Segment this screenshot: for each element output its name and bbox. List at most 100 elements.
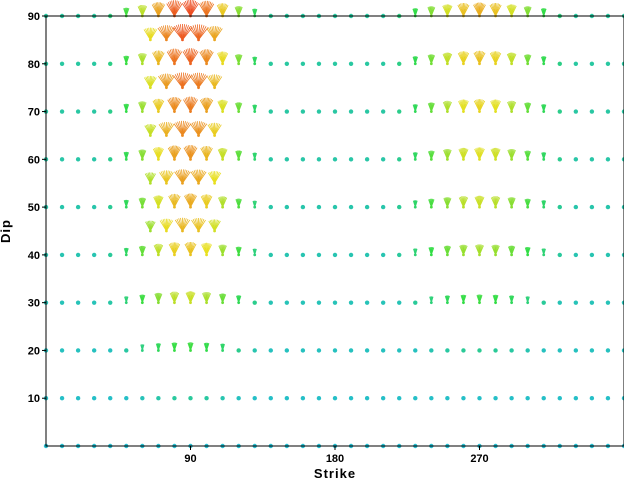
data-point xyxy=(364,204,370,210)
data-point xyxy=(380,300,386,305)
data-point xyxy=(188,396,193,401)
data-point xyxy=(541,348,546,353)
data-point xyxy=(268,300,273,305)
data-point xyxy=(573,348,579,353)
data-point xyxy=(458,147,469,161)
data-point xyxy=(268,396,273,401)
data-point xyxy=(201,242,212,257)
data-point xyxy=(589,396,595,401)
data-point xyxy=(428,198,435,209)
data-point xyxy=(138,149,147,161)
data-point xyxy=(490,99,501,113)
data-point xyxy=(442,52,453,66)
data-point xyxy=(573,300,579,305)
y-tick-label: 50 xyxy=(28,202,40,214)
x-axis-label: Strike xyxy=(314,466,356,480)
data-point xyxy=(413,396,418,401)
data-point xyxy=(235,150,243,161)
data-point xyxy=(491,244,500,257)
data-point xyxy=(284,61,290,66)
data-point xyxy=(108,109,113,114)
data-point xyxy=(412,56,418,66)
data-point xyxy=(316,252,322,258)
data-point xyxy=(364,61,370,66)
data-point xyxy=(605,109,611,114)
data-point xyxy=(380,348,386,353)
data-point xyxy=(364,396,370,401)
data-point xyxy=(397,300,402,305)
data-point xyxy=(397,396,402,401)
data-point xyxy=(252,348,257,353)
data-point xyxy=(300,396,306,401)
data-point xyxy=(171,342,178,352)
data-point xyxy=(509,295,515,305)
x-tick-label: 90 xyxy=(184,453,196,465)
data-point xyxy=(157,25,176,42)
data-point xyxy=(459,244,468,257)
data-point xyxy=(524,198,531,209)
data-point xyxy=(108,252,113,258)
data-point xyxy=(443,197,452,209)
data-point xyxy=(427,54,436,66)
data-point xyxy=(252,56,258,66)
data-point xyxy=(557,109,562,114)
data-point xyxy=(508,245,516,257)
data-point xyxy=(268,204,273,210)
data-point xyxy=(168,193,181,209)
data-point xyxy=(91,396,97,401)
data-point xyxy=(59,396,65,401)
data-point xyxy=(458,99,469,113)
data-point xyxy=(207,74,223,90)
data-point xyxy=(523,6,532,18)
data-point xyxy=(380,61,386,66)
data-point xyxy=(284,348,290,353)
data-point xyxy=(144,75,157,90)
data-point xyxy=(348,300,354,305)
data-point xyxy=(442,100,452,113)
data-point xyxy=(155,343,161,352)
data-point xyxy=(158,121,175,137)
data-point xyxy=(207,122,222,137)
data-point xyxy=(525,348,530,353)
data-point xyxy=(252,248,257,257)
y-tick-label: 30 xyxy=(28,298,40,310)
data-point xyxy=(364,300,370,305)
data-point xyxy=(123,151,129,161)
data-point xyxy=(557,204,562,210)
data-point xyxy=(284,204,290,210)
data-point xyxy=(284,252,290,258)
data-point xyxy=(605,61,611,66)
y-tick-label: 70 xyxy=(28,107,40,119)
data-point xyxy=(428,150,435,161)
data-point xyxy=(75,252,81,258)
data-point xyxy=(168,242,181,257)
data-point xyxy=(235,246,242,257)
data-point xyxy=(397,157,402,162)
data-point xyxy=(152,147,164,161)
data-point xyxy=(525,396,530,401)
data-point xyxy=(589,300,595,305)
data-point xyxy=(200,194,213,209)
data-point xyxy=(443,245,451,257)
data-point xyxy=(557,157,562,162)
data-point xyxy=(217,148,228,161)
data-point xyxy=(206,26,223,42)
data-point xyxy=(460,294,467,305)
data-point xyxy=(187,342,194,352)
data-point xyxy=(541,300,546,305)
y-axis-label: Dip xyxy=(0,219,13,243)
data-point xyxy=(144,124,157,137)
data-point xyxy=(332,348,338,353)
data-point xyxy=(284,157,290,162)
data-point xyxy=(332,204,338,210)
data-point xyxy=(138,101,147,113)
data-point xyxy=(348,157,354,162)
data-point xyxy=(140,344,145,352)
data-point xyxy=(216,3,229,18)
data-point xyxy=(476,294,483,305)
data-point xyxy=(589,61,595,66)
data-point xyxy=(412,152,418,161)
data-point xyxy=(207,171,222,185)
data-point xyxy=(605,252,611,258)
x-axis: 90 180 270 xyxy=(184,446,489,465)
